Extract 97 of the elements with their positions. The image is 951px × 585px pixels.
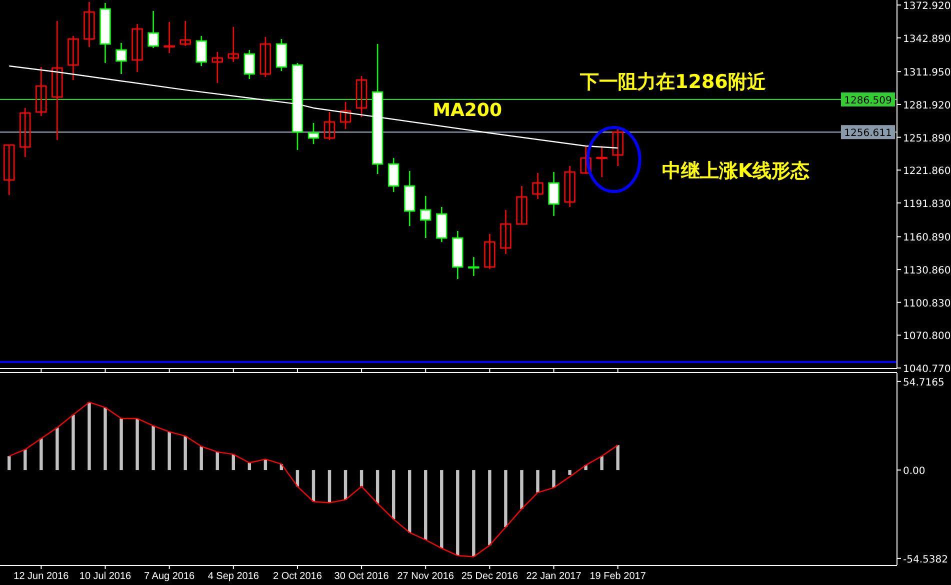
bar	[552, 470, 556, 488]
bar	[104, 408, 107, 470]
bar	[120, 418, 123, 470]
x-tick-label: 25 Dec 2016	[461, 571, 518, 582]
candlestick	[532, 172, 544, 200]
candlestick	[388, 157, 400, 193]
annotation: 中继上涨K线形态	[662, 160, 810, 182]
bar	[312, 470, 316, 502]
candlestick	[468, 256, 480, 277]
bar	[424, 470, 428, 540]
bar	[168, 432, 171, 470]
candlestick	[148, 10, 159, 49]
y-tick-label: 1221.860	[903, 166, 951, 178]
bar	[152, 426, 155, 470]
candlestick	[484, 233, 496, 270]
bar	[568, 470, 572, 475]
x-tick-label: 22 Jan 2017	[526, 571, 582, 582]
candlestick	[500, 209, 512, 255]
y-tick-label: 1281.920	[903, 100, 951, 112]
candlestick	[356, 75, 368, 118]
candlestick	[228, 26, 240, 63]
candlestick	[580, 145, 592, 175]
candlestick	[324, 111, 336, 141]
bar	[200, 446, 203, 470]
candlestick	[596, 145, 608, 178]
ref-line-label: 1286.509	[844, 95, 892, 106]
y-tick-label: 1311.950	[903, 68, 951, 79]
x-tick-label: 10 Jul 2016	[79, 571, 132, 582]
bar	[408, 470, 412, 533]
bar	[72, 414, 75, 470]
annotation: 下一阻力在1286附近	[579, 71, 767, 93]
y-tick-label: 1040.770	[903, 364, 951, 375]
candlestick	[68, 35, 79, 81]
candlestick	[4, 144, 15, 196]
x-tick-label: 7 Aug 2016	[144, 571, 196, 582]
candlestick	[132, 23, 143, 73]
y-tick-label: 1342.890	[903, 34, 951, 45]
candlestick	[164, 21, 175, 54]
candlestick	[340, 101, 352, 130]
candlestick	[52, 20, 63, 141]
candlestick	[180, 20, 191, 47]
bar	[536, 470, 540, 493]
line-series	[8, 402, 618, 558]
x-tick-label: 19 Feb 2017	[590, 571, 646, 582]
x-tick-label: 12 Jun 2016	[14, 571, 70, 582]
x-tick-label: 30 Oct 2016	[334, 571, 390, 582]
y-tick-label: 1130.860	[903, 266, 951, 277]
bar	[8, 456, 11, 470]
bar	[600, 456, 604, 470]
bar	[88, 402, 91, 470]
bar	[360, 470, 364, 486]
candlestick	[212, 51, 223, 84]
candlestick	[612, 127, 624, 167]
candlestick	[564, 165, 576, 208]
candlestick	[244, 49, 256, 80]
bar	[616, 445, 620, 470]
bar	[440, 470, 444, 548]
bar	[136, 418, 139, 470]
x-tick-label: 2 Oct 2016	[273, 571, 322, 582]
y-tick-label: 0.00	[903, 466, 926, 478]
bar	[216, 452, 219, 470]
y-tick-label: 1372.920	[903, 1, 951, 12]
candlestick	[36, 66, 47, 117]
candlestick	[516, 185, 528, 225]
bar	[504, 470, 508, 528]
x-tick-label: 4 Sep 2016	[208, 571, 260, 582]
bar	[376, 470, 380, 504]
bar	[488, 470, 492, 546]
ref-line-label: 1256.611	[844, 128, 892, 140]
y-tick-label: 1160.890	[903, 232, 951, 244]
candlestick	[196, 35, 207, 67]
x-tick-label: 27 Nov 2016	[397, 571, 454, 582]
bar	[520, 470, 524, 509]
bar	[328, 470, 332, 503]
bar	[184, 436, 187, 470]
candlestick	[84, 1, 95, 48]
candlestick	[308, 122, 320, 145]
bar	[392, 470, 396, 520]
candlestick	[276, 38, 288, 72]
bar	[472, 470, 476, 557]
y-tick-label: 1191.830	[903, 198, 951, 210]
y-tick-label: -54.5382	[903, 554, 948, 566]
y-tick-label: 1100.830	[903, 298, 951, 310]
bar	[40, 438, 43, 470]
candlestick	[420, 195, 432, 239]
bar	[56, 428, 59, 470]
candlestick	[548, 171, 560, 217]
bar	[456, 470, 460, 556]
bar	[344, 470, 348, 500]
candlestick	[260, 36, 272, 78]
y-tick-label: 54.7165	[903, 377, 944, 388]
bar	[24, 449, 27, 470]
series-label: MA200	[432, 100, 502, 122]
y-tick-label: 1070.800	[903, 331, 951, 342]
candlestick	[116, 42, 127, 75]
candlestick	[20, 107, 31, 158]
y-tick-label: 1251.890	[903, 133, 951, 144]
